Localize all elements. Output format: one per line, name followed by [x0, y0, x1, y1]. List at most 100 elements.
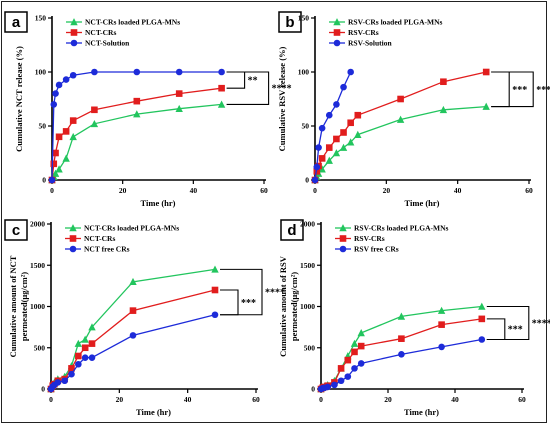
data-point [50, 160, 58, 168]
data-point [62, 128, 70, 135]
significance-bracket-label: *** [512, 85, 527, 96]
data-point [311, 176, 319, 184]
data-point [91, 68, 98, 76]
data-point [129, 307, 137, 314]
legend-label: RSV-CRs [348, 28, 379, 37]
x-tick-label: 40 [454, 186, 462, 195]
x-axis-title: Time (hr) [404, 198, 439, 208]
data-point [218, 84, 225, 92]
data-point [133, 110, 141, 118]
significance-bracket-line [226, 71, 270, 105]
x-tick-label: 20 [383, 186, 391, 195]
legend-entry: NCT-Solution [66, 39, 130, 48]
x-tick-label: 0 [313, 186, 317, 195]
y-axis-title-line: permeated(µg/cm²) [289, 272, 299, 341]
data-point [346, 138, 355, 146]
y-tick-label: 50 [302, 122, 310, 131]
data-point [357, 342, 365, 350]
legend-label: NCT free CRs [84, 245, 130, 254]
legend-label: RSV free CRs [354, 245, 399, 254]
panel-letter-box [280, 219, 304, 241]
y-tick-label: 1000 [300, 302, 315, 311]
data-point [211, 265, 219, 273]
data-point [318, 155, 326, 162]
x-tick-label: 40 [184, 395, 192, 404]
data-point [438, 321, 445, 328]
legend-marker [339, 235, 347, 242]
significance-bracket-label: ** [248, 76, 258, 87]
data-point [313, 163, 321, 171]
y-tick-label: 100 [298, 68, 310, 77]
data-point [69, 117, 77, 124]
legend-entry: NCT-CRs loaded PLGA-MNs [65, 224, 179, 233]
y-tick-label: 1000 [30, 302, 45, 311]
data-point [324, 383, 332, 391]
data-point [333, 101, 340, 108]
significance-bracket-line [486, 305, 530, 341]
y-tick-label: 500 [34, 343, 46, 352]
series-green [311, 102, 490, 184]
x-tick-label: 20 [384, 395, 392, 404]
panel-letter-a: a [4, 11, 28, 33]
series-red [311, 68, 490, 184]
panel-letter-c: c [4, 219, 28, 241]
data-point [482, 102, 490, 110]
x-tick-label: 60 [518, 395, 526, 404]
data-point [398, 351, 405, 358]
data-point [51, 169, 60, 177]
legend-marker [70, 39, 78, 47]
legend-entry: NCT-CRs [66, 28, 116, 37]
data-point [175, 104, 183, 113]
data-point [81, 354, 89, 361]
legend-label: NCT-Solution [85, 39, 130, 48]
y-tick-label: 150 [35, 14, 47, 23]
data-point [74, 339, 83, 347]
data-point [315, 144, 322, 151]
y-axis-title-line: permeated(µg/cm²) [19, 272, 29, 341]
data-point [482, 68, 490, 76]
panel-letter-text: a [12, 14, 21, 31]
y-axis-title: Cumulative amount of NCTpermeated(µg/cm²… [8, 255, 29, 357]
series-green [48, 100, 226, 184]
data-point [437, 306, 446, 314]
series-blue [48, 68, 225, 184]
x-axis-title: Time (hr) [136, 407, 171, 417]
data-point [69, 132, 77, 141]
series-line [51, 87, 222, 181]
x-tick-label: 40 [451, 395, 459, 404]
data-point [332, 149, 341, 157]
data-point [133, 97, 141, 105]
legend-label: NCT-CRs loaded PLGA-MNs [85, 18, 180, 27]
data-point [350, 339, 359, 347]
significance-bracket-label: **** [536, 85, 550, 96]
legend-label: RSV-Solution [348, 39, 392, 48]
x-tick-label: 20 [119, 186, 127, 195]
legend-label: NCT-CRs loaded PLGA-MNs [84, 224, 179, 233]
y-tick-label: 2000 [30, 220, 45, 229]
data-point [88, 354, 96, 361]
legend-entry: NCT-CRs loaded PLGA-MNs [66, 18, 180, 27]
data-point [478, 315, 486, 323]
legend-entry: RSV-Solution [329, 39, 392, 48]
data-point [397, 312, 406, 320]
data-point [69, 71, 77, 79]
legend-entry: RSV-CRs [335, 234, 385, 243]
panel-b: b 0 50 100 150 0 20 40 60 Time (hr) Cumulative RSV… [277, 11, 550, 208]
data-point [55, 165, 63, 173]
data-point [337, 365, 345, 372]
legend-entry: RSV-CRs [329, 28, 379, 37]
y-axis-title: Cumulative NCT release (%) [14, 46, 24, 152]
data-point [351, 348, 358, 356]
x-tick-label: 0 [50, 186, 54, 195]
data-point [396, 115, 405, 123]
data-point [333, 135, 340, 143]
legend-marker [339, 224, 347, 232]
panel-letter-d: d [280, 219, 304, 241]
data-point [48, 176, 56, 184]
legend-marker [339, 245, 347, 253]
legend-marker [69, 224, 77, 232]
data-point [325, 156, 333, 164]
data-point [347, 68, 354, 76]
data-point [217, 100, 226, 108]
significance-bracket-label: **** [532, 319, 550, 330]
